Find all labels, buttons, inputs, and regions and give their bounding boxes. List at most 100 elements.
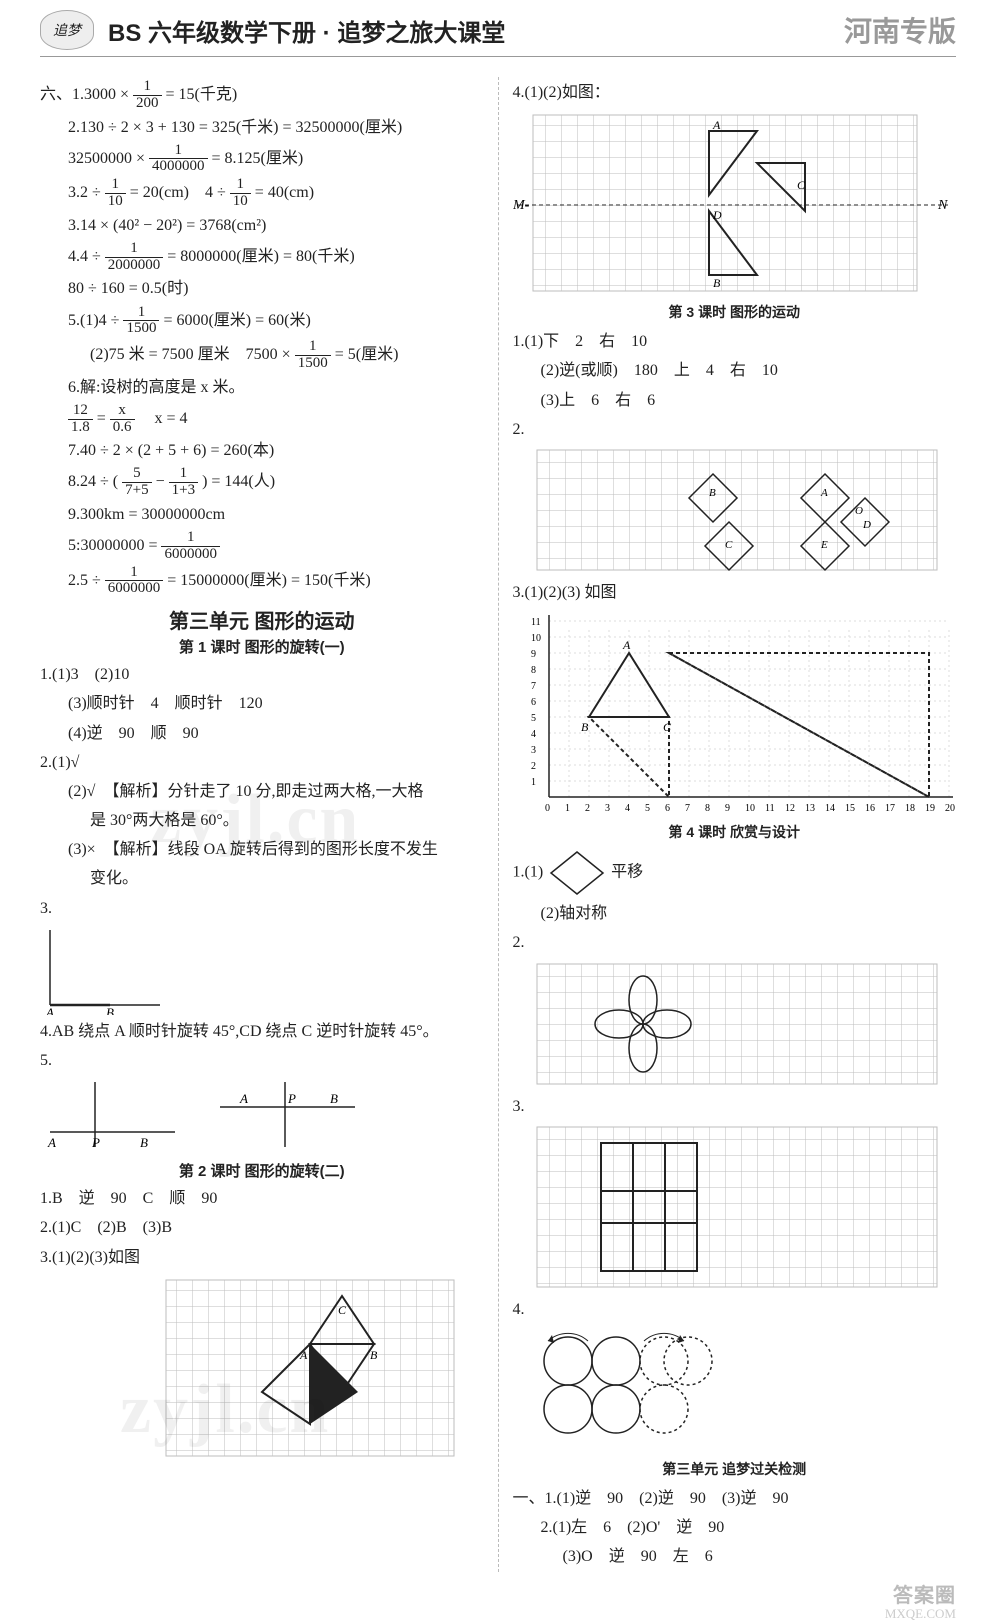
figure-r-l3-2-grid: B A O D C E xyxy=(533,446,953,576)
lesson-title: 第 3 课时 图形的运动 xyxy=(513,302,957,322)
svg-text:N: N xyxy=(937,198,948,213)
text-line: 3.14 × (40² − 20²) = 3768(cm²) xyxy=(40,212,484,239)
svg-text:A: A xyxy=(45,1005,54,1015)
svg-text:C: C xyxy=(725,539,733,551)
text-line: 六、1.3000 × 1200 = 15(千克) xyxy=(40,79,484,112)
text-line: 2.(1)√ xyxy=(40,749,484,776)
svg-text:13: 13 xyxy=(805,803,815,814)
text-line: 5. xyxy=(40,1047,484,1074)
text-line: 6.解:设树的高度是 x 米。 xyxy=(40,374,484,401)
svg-text:19: 19 xyxy=(925,803,935,814)
svg-text:C: C xyxy=(797,178,806,192)
svg-text:A: A xyxy=(712,118,721,132)
svg-text:15: 15 xyxy=(845,803,855,814)
svg-text:6: 6 xyxy=(531,697,536,708)
svg-text:B: B xyxy=(713,276,721,290)
svg-text:B: B xyxy=(140,1135,148,1150)
svg-text:9: 9 xyxy=(531,649,536,660)
lesson-title: 第 4 课时 欣赏与设计 xyxy=(513,822,957,842)
text-line: 4.4 ÷ 12000000 = 8000000(厘米) = 80(千米) xyxy=(40,241,484,274)
svg-text:8: 8 xyxy=(531,665,536,676)
svg-text:O: O xyxy=(855,505,863,517)
logo-icon: 追梦 xyxy=(40,10,94,50)
text-line: 1.B 逆 90 C 顺 90 xyxy=(40,1185,484,1212)
svg-text:D: D xyxy=(862,519,871,531)
svg-text:B: B xyxy=(370,1348,378,1362)
text-line: 3.2 ÷ 110 = 20(cm) 4 ÷ 110 = 40(cm) xyxy=(40,177,484,210)
figure-r-l4-2-grid xyxy=(533,960,953,1090)
svg-text:0: 0 xyxy=(545,803,550,814)
svg-text:D: D xyxy=(712,208,722,222)
svg-text:16: 16 xyxy=(865,803,875,814)
text-line: (3)上 6 右 6 xyxy=(513,387,957,414)
text-line: 1.(1) 平移 xyxy=(513,848,957,898)
svg-text:B: B xyxy=(330,1091,338,1106)
svg-text:C: C xyxy=(663,720,672,734)
figure-r-l4-3-grid xyxy=(533,1123,953,1293)
svg-text:7: 7 xyxy=(685,803,690,814)
svg-text:3: 3 xyxy=(605,803,610,814)
text-line: 2.5 ÷ 16000000 = 15000000(厘米) = 150(千米) xyxy=(40,565,484,598)
text-line: (2)逆(或顺) 180 上 4 右 10 xyxy=(513,357,957,384)
svg-text:A: A xyxy=(299,1348,308,1362)
figure-l1-3: A B xyxy=(40,925,170,1015)
text-line: (4)逆 90 顺 90 xyxy=(40,720,484,747)
svg-text:3: 3 xyxy=(531,745,536,756)
svg-text:2: 2 xyxy=(531,761,536,772)
svg-text:17: 17 xyxy=(885,803,895,814)
text-line: 2. xyxy=(513,929,957,956)
svg-text:5: 5 xyxy=(645,803,650,814)
text-line: 3.(1)(2)(3) 如图 xyxy=(513,579,957,606)
svg-text:A: A xyxy=(820,487,828,499)
svg-text:A: A xyxy=(239,1091,248,1106)
edition-label: 河南专版 xyxy=(844,10,956,50)
figure-l1-5: A P B A P B xyxy=(40,1077,370,1157)
text-line: (2)轴对称 xyxy=(513,900,957,927)
text-line: 3. xyxy=(513,1093,957,1120)
svg-text:P: P xyxy=(287,1091,296,1106)
text-line: 80 ÷ 160 = 0.5(时) xyxy=(40,275,484,302)
svg-text:6: 6 xyxy=(665,803,670,814)
svg-text:20: 20 xyxy=(945,803,955,814)
text-line: 一、1.(1)逆 90 (2)逆 90 (3)逆 90 xyxy=(513,1485,957,1512)
svg-text:P: P xyxy=(91,1135,100,1150)
text-line: (2)√ 【解析】分针走了 10 分,即走过两大格,一大格 xyxy=(40,778,484,805)
text-line: (2)75 米 = 7500 厘米 7500 × 11500 = 5(厘米) xyxy=(40,339,484,372)
svg-text:4: 4 xyxy=(531,729,536,740)
text-line: 5.(1)4 ÷ 11500 = 6000(厘米) = 60(米) xyxy=(40,305,484,338)
text-line: 变化。 xyxy=(40,865,484,892)
diamond-icon xyxy=(547,848,607,898)
text-line: 2.(1)C (2)B (3)B xyxy=(40,1214,484,1241)
text-line: 8.24 ÷ ( 57+5 − 11+3 ) = 144(人) xyxy=(40,466,484,499)
svg-text:9: 9 xyxy=(725,803,730,814)
svg-text:B: B xyxy=(106,1005,114,1015)
text-line: (3)O 逆 90 左 6 xyxy=(513,1543,957,1570)
text-line: 2.130 ÷ 2 × 3 + 130 = 325(千米) = 32500000… xyxy=(40,114,484,141)
page-header: 追梦 BS 六年级数学下册 · 追梦之旅大课堂 河南专版 xyxy=(40,10,956,57)
svg-text:11: 11 xyxy=(765,803,775,814)
text-line: 9.300km = 30000000cm xyxy=(40,501,484,528)
svg-text:18: 18 xyxy=(905,803,915,814)
footer-watermark: 答案圈 xyxy=(893,1579,956,1608)
text-line: 4. xyxy=(513,1296,957,1323)
text-line: 4.(1)(2)如图： xyxy=(513,79,957,106)
svg-text:M-: M- xyxy=(513,198,530,213)
lesson-title: 第 2 课时 图形的旋转(二) xyxy=(40,1160,484,1181)
figure-l2-3-grid: C B A xyxy=(160,1274,460,1464)
svg-text:7: 7 xyxy=(531,681,536,692)
two-column-layout: 六、1.3000 × 1200 = 15(千克) 2.130 ÷ 2 × 3 +… xyxy=(40,77,956,1572)
text-line: 1.(1)3 (2)10 xyxy=(40,661,484,688)
text-line: (3)× 【解析】线段 OA 旋转后得到的图形长度不发生 xyxy=(40,836,484,863)
svg-text:1: 1 xyxy=(531,777,536,788)
svg-text:A: A xyxy=(47,1135,56,1150)
svg-text:2: 2 xyxy=(585,803,590,814)
section-title: 第三单元 图形的运动 xyxy=(40,605,484,634)
svg-text:B: B xyxy=(709,487,716,499)
figure-r4-grid: M- N A C D B xyxy=(513,109,953,299)
text-line: 3. xyxy=(40,895,484,922)
text-line: 2. xyxy=(513,416,957,443)
footer-watermark-2: MXQE.COM xyxy=(885,1606,956,1622)
test-title: 第三单元 追梦过关检测 xyxy=(513,1459,957,1479)
figure-r-l4-4-circles xyxy=(533,1326,753,1456)
right-column: 4.(1)(2)如图： M- N A C D B 第 3 课时 图形的运动 1.… xyxy=(513,77,957,1572)
